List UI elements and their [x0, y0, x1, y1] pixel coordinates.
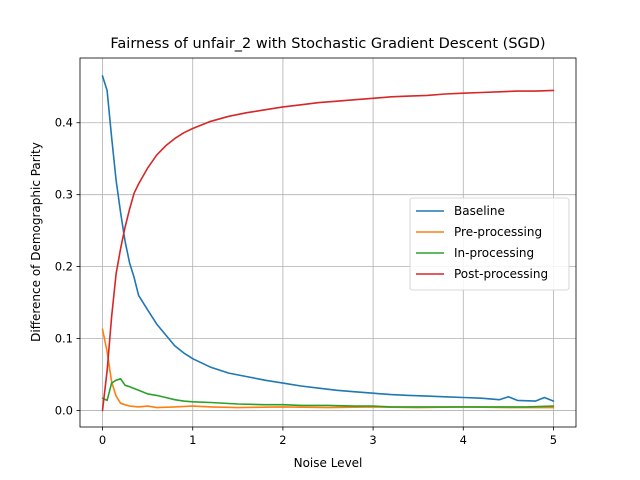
- x-tick-label: 5: [550, 433, 557, 447]
- y-tick-label: 0.4: [55, 116, 73, 130]
- x-tick-label: 3: [369, 433, 376, 447]
- series-line-in-processing: [101, 377, 555, 408]
- y-axis-label: Difference of Demographic Parity: [29, 142, 43, 342]
- x-tick-label: 2: [279, 433, 286, 447]
- series-line-baseline: [101, 75, 555, 402]
- legend: Baseline Pre-processing In-processing Post-…: [409, 197, 570, 291]
- x-tick-label: 1: [189, 433, 196, 447]
- x-tick-label: 0: [99, 433, 106, 447]
- y-tick-label: 0.3: [55, 188, 73, 202]
- y-tick-label: 0.0: [55, 403, 73, 417]
- series-line-post-processing: [101, 89, 555, 412]
- legend-label: Pre-processing: [454, 225, 542, 239]
- legend-label: Post-processing: [454, 267, 548, 281]
- chart-title: Fairness of unfair_2 with Stochastic Gra…: [110, 36, 545, 52]
- grid-lines: [80, 58, 576, 427]
- legend-label: Baseline: [454, 204, 505, 218]
- legend-label: In-processing: [454, 246, 534, 260]
- y-tick-label: 0.1: [55, 332, 73, 346]
- plot-frame: [79, 57, 577, 428]
- y-tick-label: 0.2: [55, 260, 73, 274]
- x-axis-label: Noise Level: [294, 456, 363, 470]
- legend-box: [409, 197, 570, 291]
- axis-ticks: 0 1 2 3 4 5 0.0 0.1 0.2 0.3 0.4: [55, 116, 557, 447]
- x-tick-label: 4: [460, 433, 467, 447]
- series-lines: [101, 75, 555, 412]
